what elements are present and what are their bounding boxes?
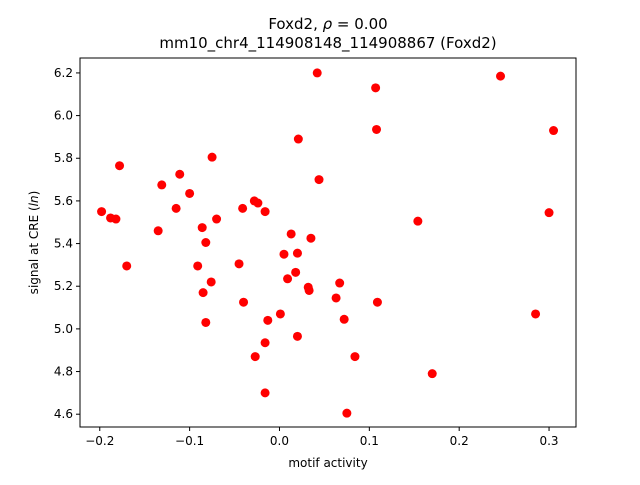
data-point — [413, 216, 423, 226]
y-tick-label: 6.2 — [54, 66, 73, 80]
data-point — [544, 208, 554, 218]
data-point — [212, 214, 222, 224]
data-point — [234, 259, 244, 269]
data-point — [427, 369, 437, 379]
data-point — [371, 83, 381, 93]
x-tick-label: −0.2 — [85, 434, 114, 448]
data-point — [198, 288, 208, 298]
data-point — [291, 267, 301, 277]
y-tick-label: 6.0 — [54, 109, 73, 123]
x-tick-label: −0.1 — [175, 434, 204, 448]
data-point — [372, 124, 382, 134]
data-point — [207, 152, 217, 162]
data-point — [312, 68, 322, 78]
y-tick-label: 5.0 — [54, 322, 73, 336]
data-point — [238, 203, 248, 213]
data-point — [250, 352, 260, 362]
data-point — [201, 238, 211, 247]
data-point — [314, 175, 324, 185]
chart-title: Foxd2, ρ = 0.00 — [268, 15, 387, 33]
x-tick-label: 0.1 — [360, 434, 379, 448]
data-point — [122, 261, 132, 271]
data-point — [350, 352, 360, 362]
y-tick-label: 5.8 — [54, 151, 73, 165]
data-point — [206, 277, 216, 287]
data-point — [171, 203, 181, 213]
data-point — [253, 198, 263, 208]
data-point — [549, 126, 559, 136]
data-point — [339, 314, 349, 324]
data-point — [260, 207, 270, 217]
data-point — [153, 226, 163, 236]
data-point — [193, 261, 203, 271]
data-point — [239, 297, 249, 307]
data-point — [279, 249, 289, 259]
data-point — [260, 388, 270, 398]
x-tick-label: 0.0 — [270, 434, 289, 448]
y-axis-ticks: 4.6 4.8 5.0 5.2 5.4 5.6 5.8 6.0 6.2 — [54, 66, 80, 421]
plot-area-frame — [79, 57, 577, 428]
data-point — [292, 331, 302, 341]
data-point — [201, 317, 211, 327]
data-point — [275, 309, 285, 319]
data-point — [97, 207, 107, 217]
x-axis-label: motif activity — [288, 456, 367, 470]
data-point — [496, 71, 506, 81]
data-point — [286, 229, 296, 239]
chart-subtitle: mm10_chr4_114908148_114908867 (Foxd2) — [159, 34, 496, 53]
data-point — [292, 248, 302, 258]
y-tick-label: 4.8 — [54, 365, 73, 379]
data-point — [331, 293, 341, 303]
y-tick-label: 4.6 — [54, 407, 73, 421]
data-point — [372, 297, 382, 307]
data-point — [185, 188, 195, 198]
y-tick-label: 5.6 — [54, 194, 73, 208]
data-point — [197, 223, 207, 233]
y-tick-label: 5.2 — [54, 279, 73, 293]
data-point — [306, 233, 316, 243]
x-tick-label: 0.2 — [450, 434, 469, 448]
data-point — [157, 180, 167, 190]
data-point — [115, 161, 125, 171]
data-point — [342, 408, 352, 418]
x-axis-ticks: −0.2 −0.1 0.0 0.1 0.2 0.3 — [85, 427, 559, 448]
data-point — [531, 309, 541, 319]
data-point — [111, 214, 121, 224]
y-axis-label: signal at CRE (ln) — [27, 191, 41, 295]
data-point — [175, 169, 185, 179]
points-layer — [97, 68, 559, 418]
x-tick-label: 0.3 — [539, 434, 558, 448]
data-point — [293, 134, 303, 144]
data-point — [263, 315, 273, 325]
data-point — [304, 285, 314, 295]
data-point — [335, 278, 345, 288]
data-point — [283, 274, 293, 284]
data-point — [260, 338, 270, 348]
y-tick-label: 5.4 — [54, 237, 73, 251]
